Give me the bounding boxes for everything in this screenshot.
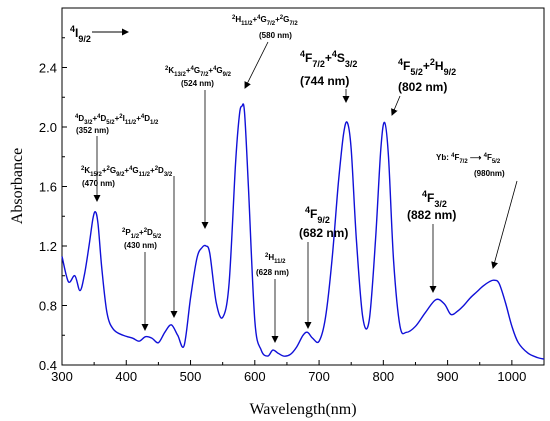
svg-text:(580 nm): (580 nm) bbox=[259, 31, 292, 40]
annotation-882nm: 4F3/2 (882 nm) bbox=[407, 189, 456, 293]
y-tick-label: 0.8 bbox=[39, 299, 57, 314]
svg-text:2H11/2: 2H11/2 bbox=[265, 253, 286, 265]
x-tick-label: 300 bbox=[51, 369, 73, 384]
y-tick-label: 1.6 bbox=[39, 180, 57, 195]
annotation-4i9-2: 4I9/2 bbox=[70, 24, 129, 44]
axis-tick-labels: 300 400 500 600 700 800 900 1000 0.4 0.8 1.2 1.6 2.0… bbox=[39, 61, 526, 385]
svg-text:(802 nm): (802 nm) bbox=[398, 80, 447, 94]
y-tick-label: 2.0 bbox=[39, 120, 57, 135]
annotation-580nm: 2H11/2+4G7/2+2G7/2 (580 nm) bbox=[232, 15, 298, 89]
svg-text:2K15/2+2G9/2+4G11/2+2D3/2: 2K15/2+2G9/2+4G11/2+2D3/2 bbox=[81, 166, 173, 178]
y-tick-label: 0.4 bbox=[39, 358, 57, 373]
svg-text:4F5/2+2H9/2: 4F5/2+2H9/2 bbox=[398, 57, 456, 77]
svg-text:(980nm): (980nm) bbox=[474, 169, 505, 178]
svg-text:(744 nm): (744 nm) bbox=[300, 74, 349, 88]
absorbance-series-line bbox=[61, 103, 545, 360]
annotation-744nm: 4F7/2+4S3/2 (744 nm) bbox=[300, 49, 357, 103]
svg-text:4D3/2+4D5/2+2I11/2+4D1/2: 4D3/2+4D5/2+2I11/2+4D1/2 bbox=[75, 114, 159, 126]
svg-text:4F9/2: 4F9/2 bbox=[305, 205, 330, 225]
annotation-628nm: 2H11/2 (628 nm) bbox=[256, 253, 289, 343]
svg-text:4F7/2+4S3/2: 4F7/2+4S3/2 bbox=[300, 49, 357, 69]
y-tick-label: 1.2 bbox=[39, 239, 57, 254]
x-axis-label: Wavelength(nm) bbox=[249, 401, 356, 418]
svg-text:(470 nm): (470 nm) bbox=[82, 179, 115, 188]
svg-text:(682 nm): (682 nm) bbox=[299, 226, 348, 240]
annotation-802nm: 4F5/2+2H9/2 (802 nm) bbox=[391, 57, 456, 116]
annotation-524nm: 2K13/2+4G7/2+4G9/2 (524 nm) bbox=[165, 66, 232, 229]
annotation-682nm: 4F9/2 (682 nm) bbox=[299, 205, 348, 329]
x-tick-label: 1000 bbox=[497, 369, 526, 384]
axis-ticks bbox=[61, 37, 513, 366]
svg-text:(352 nm): (352 nm) bbox=[76, 126, 109, 135]
svg-text:2H11/2+4G7/2+2G7/2: 2H11/2+4G7/2+2G7/2 bbox=[232, 15, 298, 27]
svg-text:(430 nm): (430 nm) bbox=[124, 241, 157, 250]
annotation-430nm: 2P1/2+2D5/2 (430 nm) bbox=[122, 228, 162, 331]
x-tick-label: 700 bbox=[308, 369, 330, 384]
svg-text:4I9/2: 4I9/2 bbox=[70, 24, 91, 44]
plot-frame bbox=[61, 7, 545, 366]
svg-text:(628 nm): (628 nm) bbox=[256, 268, 289, 277]
svg-text:2K13/2+4G7/2+4G9/2: 2K13/2+4G7/2+4G9/2 bbox=[165, 66, 232, 78]
svg-text:(882 nm): (882 nm) bbox=[407, 208, 456, 222]
x-tick-label: 400 bbox=[115, 369, 137, 384]
x-tick-label: 800 bbox=[372, 369, 394, 384]
svg-text:(524 nm): (524 nm) bbox=[181, 79, 214, 88]
svg-text:4F3/2: 4F3/2 bbox=[422, 189, 447, 209]
x-tick-label: 900 bbox=[437, 369, 459, 384]
svg-text:Yb: 4F7/2 ⟶ 4F5/2: Yb: 4F7/2 ⟶ 4F5/2 bbox=[436, 153, 501, 165]
svg-text:2P1/2+2D5/2: 2P1/2+2D5/2 bbox=[122, 228, 162, 240]
x-tick-label: 500 bbox=[180, 369, 202, 384]
y-axis-label: Absorbance bbox=[9, 148, 26, 224]
x-tick-label: 600 bbox=[244, 369, 266, 384]
y-tick-label: 2.4 bbox=[39, 61, 57, 76]
